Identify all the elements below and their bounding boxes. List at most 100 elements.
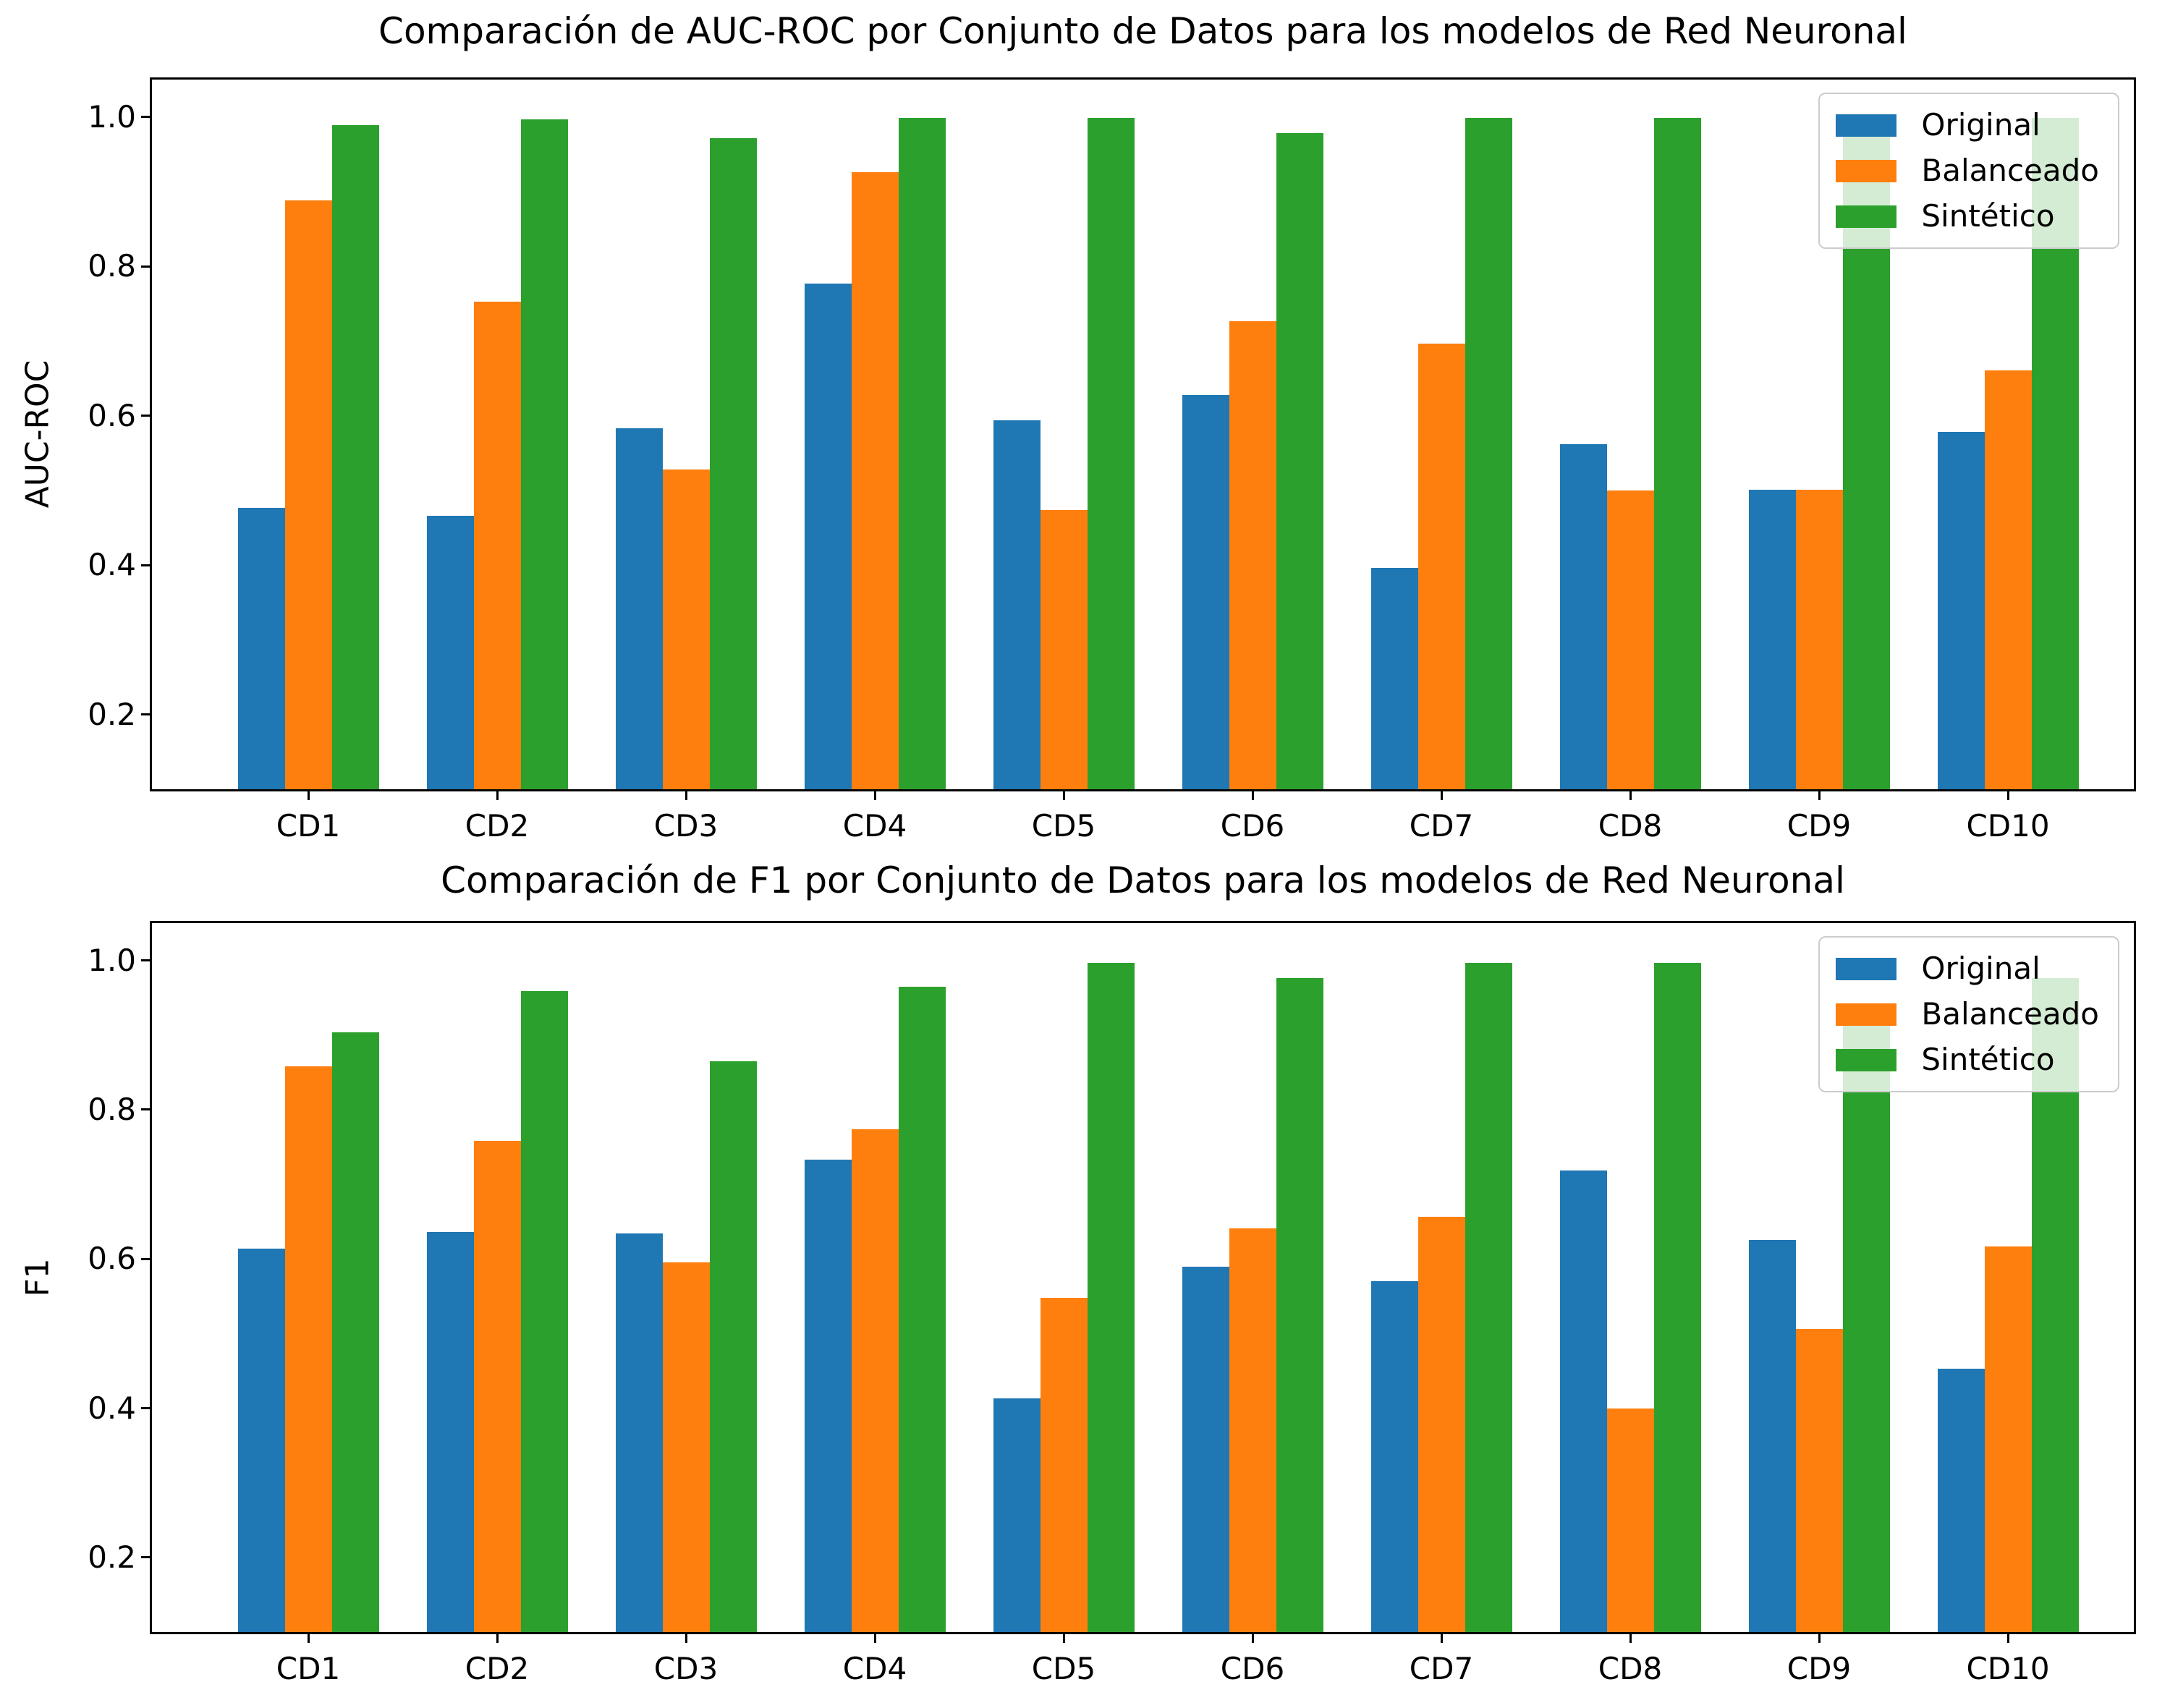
x-tick-label-cd8: CD8 (1598, 1651, 1663, 1686)
bar-balanceado-cd8 (1606, 490, 1654, 789)
x-tick-mark (1440, 1634, 1443, 1643)
x-tick-label-cd4: CD4 (842, 808, 907, 844)
x-tick-label-cd10: CD10 (1966, 1651, 2050, 1686)
bar-original-cd4 (804, 283, 852, 789)
bar-original-cd2 (426, 1232, 474, 1632)
x-tick-mark (496, 791, 499, 800)
legend-item-sintetico: Sintético (1836, 1043, 2099, 1076)
bar-balanceado-cd4 (851, 1129, 899, 1632)
bar-balanceado-cd10 (1984, 370, 2032, 789)
bar-sintetico-cd3 (709, 137, 757, 789)
x-tick-mark (1440, 791, 1443, 800)
bar-sintetico-cd5 (1087, 117, 1135, 789)
x-tick-mark (1818, 791, 1821, 800)
y-tick-label: 0.6 (88, 397, 136, 433)
bar-original-cd8 (1559, 1170, 1607, 1632)
legend-label-original: Original (1921, 107, 2040, 143)
x-tick-label-cd2: CD2 (465, 808, 530, 844)
bar-sintetico-cd8 (1653, 117, 1701, 789)
legend: Original Balanceado Sintético (1818, 936, 2119, 1092)
y-tick-label: 0.2 (88, 696, 136, 732)
y-tick-label: 0.4 (88, 1390, 136, 1426)
bar-original-cd7 (1370, 1281, 1418, 1632)
bar-balanceado-cd8 (1606, 1408, 1654, 1632)
bar-original-cd10 (1937, 1368, 1985, 1632)
x-tick-label-cd5: CD5 (1031, 808, 1096, 844)
legend-swatch-balanceado (1836, 159, 1897, 182)
x-tick-mark (1251, 791, 1254, 800)
y-tick-label: 0.4 (88, 547, 136, 583)
x-tick-mark (1251, 1634, 1254, 1643)
x-tick-mark (2006, 1634, 2009, 1643)
x-tick-label-cd7: CD7 (1409, 1651, 1474, 1686)
legend-item-original: Original (1836, 109, 2099, 142)
x-tick-mark (307, 1634, 310, 1643)
bar-sintetico-cd7 (1465, 117, 1512, 789)
bar-original-cd1 (237, 1248, 285, 1632)
bar-original-cd3 (615, 1233, 663, 1632)
legend-label-original: Original (1921, 951, 2040, 986)
y-tick-label: 1.0 (88, 942, 136, 978)
x-tick-mark (873, 791, 876, 800)
bar-sintetico-cd2 (520, 990, 568, 1632)
y-tick-label: 0.8 (88, 248, 136, 284)
legend-swatch-original (1836, 957, 1897, 980)
x-tick-label-cd5: CD5 (1031, 1651, 1096, 1686)
y-tick-mark (141, 415, 150, 417)
bar-balanceado-cd6 (1229, 1228, 1276, 1632)
bar-original-cd9 (1748, 489, 1796, 789)
legend-swatch-sintetico (1836, 205, 1897, 228)
x-tick-mark (873, 1634, 876, 1643)
legend-label-sintetico: Sintético (1921, 1042, 2055, 1077)
bar-original-cd4 (804, 1160, 852, 1632)
x-tick-label-cd8: CD8 (1598, 808, 1663, 844)
bar-balanceado-cd1 (284, 1066, 332, 1632)
bar-original-cd2 (426, 516, 474, 789)
x-tick-mark (2006, 791, 2009, 800)
x-tick-label-cd10: CD10 (1966, 808, 2050, 844)
bar-balanceado-cd2 (473, 301, 521, 789)
bar-balanceado-cd6 (1229, 320, 1276, 789)
y-tick-mark (141, 116, 150, 119)
legend-swatch-balanceado (1836, 1003, 1897, 1026)
x-tick-label-cd9: CD9 (1787, 808, 1852, 844)
legend-swatch-sintetico (1836, 1048, 1897, 1071)
x-tick-label-cd3: CD3 (653, 1651, 719, 1686)
y-tick-label: 0.6 (88, 1241, 136, 1277)
bar-original-cd6 (1182, 394, 1229, 789)
x-tick-label-cd3: CD3 (653, 808, 719, 844)
bar-original-cd5 (993, 1398, 1041, 1632)
y-tick-mark (141, 564, 150, 566)
y-tick-label: 1.0 (88, 98, 136, 135)
bar-balanceado-cd4 (851, 172, 899, 789)
bar-balanceado-cd5 (1040, 509, 1088, 789)
bar-balanceado-cd3 (662, 470, 710, 789)
legend-label-sintetico: Sintético (1921, 198, 2055, 234)
bar-sintetico-cd6 (1276, 133, 1323, 789)
bar-original-cd10 (1937, 432, 1985, 789)
bar-balanceado-cd9 (1795, 1329, 1843, 1632)
y-tick-mark (141, 265, 150, 268)
bar-sintetico-cd7 (1465, 962, 1512, 1632)
bar-original-cd9 (1748, 1240, 1796, 1632)
legend-item-original: Original (1836, 952, 2099, 985)
f1-chart-title: Comparación de F1 por Conjunto de Datos … (441, 859, 1845, 901)
legend-item-balanceado: Balanceado (1836, 998, 2099, 1031)
bar-original-cd1 (237, 507, 285, 789)
legend-swatch-original (1836, 114, 1897, 137)
bar-sintetico-cd4 (898, 986, 946, 1632)
x-tick-mark (1062, 791, 1065, 800)
x-tick-label-cd4: CD4 (842, 1651, 907, 1686)
x-tick-label-cd9: CD9 (1787, 1651, 1852, 1686)
legend-item-balanceado: Balanceado (1836, 154, 2099, 187)
bar-original-cd8 (1559, 443, 1607, 789)
auc-roc-plot-area: 0.2 0.4 0.6 0.8 1.0 CD1 CD2 CD3 CD4 CD5 CD6 CD7 CD8 C… (88, 77, 2136, 841)
y-tick-mark (141, 1257, 150, 1260)
legend-label-balanceado: Balanceado (1921, 153, 2099, 188)
bar-original-cd3 (615, 428, 663, 789)
bar-sintetico-cd9 (1842, 1004, 1890, 1632)
x-tick-mark (1062, 1634, 1065, 1643)
bar-balanceado-cd3 (662, 1262, 710, 1632)
bar-balanceado-cd1 (284, 200, 332, 789)
